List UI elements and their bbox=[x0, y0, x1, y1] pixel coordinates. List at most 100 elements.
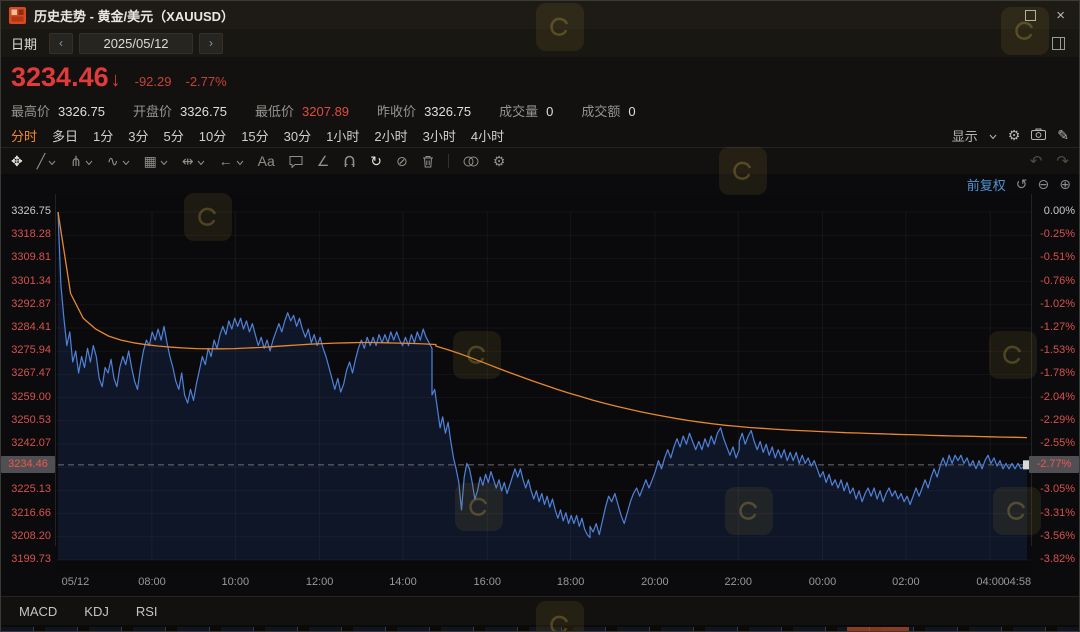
app-icon bbox=[9, 6, 26, 24]
pattern-tool-icon[interactable]: ▦ bbox=[144, 154, 168, 168]
y-axis-price-label: 3326.75 bbox=[11, 205, 51, 217]
chevron-down-icon[interactable] bbox=[160, 154, 168, 168]
y-axis-pct-label: -2.55% bbox=[1040, 437, 1075, 449]
x-axis-time-label: 05/12 bbox=[61, 576, 90, 588]
drawing-settings-icon[interactable]: ⚙ bbox=[492, 153, 506, 169]
quote-panel: 3234.46 ↓ -92.29 -2.77% 最高价 3326.75 开盘价 332… bbox=[1, 57, 1079, 123]
tab-多日[interactable]: 多日 bbox=[52, 128, 79, 144]
chevron-down-icon[interactable] bbox=[989, 128, 997, 143]
price-chart-plot[interactable] bbox=[56, 194, 1031, 574]
tab-1小时[interactable]: 1小时 bbox=[326, 128, 360, 144]
y-axis-pct-label: 0.00% bbox=[1043, 205, 1075, 217]
y-axis-price-label: 3292.87 bbox=[11, 297, 51, 310]
tab-3小时[interactable]: 3小时 bbox=[422, 128, 456, 144]
trendline-tool-icon[interactable]: ╱ bbox=[37, 154, 56, 168]
comment-tool-icon[interactable] bbox=[289, 155, 303, 168]
continuous-draw-tool-icon[interactable]: ↻ bbox=[370, 153, 383, 169]
indicator-tab-kdj[interactable]: KDJ bbox=[84, 603, 109, 619]
stat-value: 3207.89 bbox=[302, 104, 350, 119]
tab-4小时[interactable]: 4小时 bbox=[470, 128, 505, 144]
x-axis-time-label: 12:00 bbox=[305, 576, 334, 588]
cutoff-ticker-cells bbox=[1, 627, 1079, 631]
zoom-in-icon[interactable]: ⊕ bbox=[1059, 176, 1071, 192]
close-button[interactable]: × bbox=[1056, 6, 1065, 24]
y-axis-price-label: 3199.73 bbox=[11, 553, 51, 565]
period-tab-bar: 分时 多日 1分 3分 5分 10分 15分 30分 1小时 2小时 3小时 4小时 显示 ⚙ ✎ bbox=[1, 123, 1079, 148]
date-next-button[interactable]: › bbox=[199, 32, 224, 54]
y-axis-pct-label: -3.82% bbox=[1040, 553, 1075, 565]
y-axis-price-label: 3242.07 bbox=[11, 437, 51, 449]
chart-settings-icon[interactable]: ⚙ bbox=[1007, 126, 1021, 143]
date-input[interactable]: 2025/05/12 bbox=[79, 32, 194, 54]
y-axis-price-label: 3208.20 bbox=[11, 529, 51, 542]
chevron-down-icon[interactable] bbox=[197, 154, 205, 168]
current-pct-badge: -2.77% bbox=[1029, 456, 1079, 474]
tab-3分[interactable]: 3分 bbox=[128, 128, 149, 144]
tab-分时[interactable]: 分时 bbox=[11, 128, 38, 144]
y-axis-pct-label: -2.04% bbox=[1040, 390, 1075, 403]
chevron-down-icon[interactable] bbox=[236, 154, 244, 168]
y-axis-pct-label: -1.53% bbox=[1040, 344, 1075, 357]
compare-tool-icon[interactable] bbox=[463, 156, 479, 167]
x-axis-time-label: 18:00 bbox=[556, 576, 585, 588]
tab-30分[interactable]: 30分 bbox=[283, 128, 312, 144]
stat-成交额: 成交额 0 bbox=[581, 101, 635, 120]
y-axis-price-label: 3250.53 bbox=[11, 413, 51, 426]
text-tool-icon[interactable]: Aa bbox=[257, 153, 275, 169]
y-axis-price-label: 3309.81 bbox=[11, 251, 51, 264]
indicator-tab-bar: MACD KDJ RSI bbox=[1, 596, 1079, 625]
x-axis-time-label: 04:00 bbox=[976, 576, 1004, 588]
y-axis-pct-label: -2.29% bbox=[1040, 413, 1075, 426]
y-axis-price-label: 3301.34 bbox=[11, 274, 51, 287]
arrow-tool-icon[interactable]: ← bbox=[219, 154, 244, 168]
stat-成交量: 成交量 0 bbox=[499, 101, 553, 120]
x-axis-time-label: 14:00 bbox=[389, 576, 417, 588]
redo-icon[interactable]: ↷ bbox=[1056, 153, 1069, 170]
layout-panel-icon[interactable] bbox=[1052, 36, 1069, 50]
stat-label: 成交量 bbox=[499, 104, 539, 119]
stat-label: 最高价 bbox=[11, 104, 51, 119]
chevron-down-icon[interactable] bbox=[122, 154, 130, 168]
y-axis-pct-label: -1.27% bbox=[1040, 321, 1075, 333]
tab-15分[interactable]: 15分 bbox=[241, 128, 269, 144]
y-axis-price-label: 3284.41 bbox=[11, 321, 51, 333]
chevron-down-icon[interactable] bbox=[48, 154, 56, 168]
stat-value: 3326.75 bbox=[424, 104, 472, 119]
indicator-tab-macd[interactable]: MACD bbox=[19, 603, 58, 619]
stat-昨收价: 昨收价 3326.75 bbox=[377, 101, 471, 120]
magnet-tool-icon[interactable] bbox=[343, 155, 356, 168]
delete-drawings-tool-icon[interactable] bbox=[422, 155, 434, 168]
x-axis-time-label: 00:00 bbox=[808, 576, 837, 588]
indicator-tab-rsi[interactable]: RSI bbox=[135, 603, 158, 619]
tab-2小时[interactable]: 2小时 bbox=[374, 128, 408, 144]
maximize-button[interactable] bbox=[1025, 9, 1037, 21]
wave-tool-icon[interactable]: ∿ bbox=[107, 154, 130, 168]
bottom-cutoff-strip bbox=[1, 625, 1079, 631]
pitchfork-tool-icon[interactable]: ⋔ bbox=[70, 154, 93, 168]
zoom-out-icon[interactable]: ⊖ bbox=[1037, 176, 1050, 192]
move-tool-icon[interactable]: ✥ bbox=[11, 153, 23, 169]
y-axis-pct-label: -1.02% bbox=[1040, 297, 1075, 310]
down-arrow-icon: ↓ bbox=[110, 69, 121, 91]
cutoff-highlight bbox=[847, 627, 909, 631]
screenshot-icon[interactable] bbox=[1031, 128, 1047, 143]
tab-5分[interactable]: 5分 bbox=[163, 128, 184, 144]
y-axis-price-label: 3318.28 bbox=[11, 228, 51, 241]
stat-value: 3326.75 bbox=[180, 104, 228, 119]
chevron-down-icon[interactable] bbox=[85, 154, 93, 168]
x-axis-time-label: 02:00 bbox=[892, 576, 920, 588]
undo-icon[interactable]: ↶ bbox=[1029, 153, 1043, 170]
edit-icon[interactable]: ✎ bbox=[1057, 126, 1069, 143]
date-prev-button[interactable]: ‹ bbox=[49, 32, 74, 54]
display-menu[interactable]: 显示 bbox=[951, 128, 978, 144]
x-axis-time-label: 04:58 bbox=[1003, 576, 1032, 588]
y-axis-pct-label: -0.51% bbox=[1040, 251, 1075, 264]
tab-10分[interactable]: 10分 bbox=[198, 128, 227, 144]
angle-tool-icon[interactable]: ∠ bbox=[316, 153, 330, 169]
y-axis-pct-label: -1.78% bbox=[1040, 367, 1075, 380]
tab-1分[interactable]: 1分 bbox=[93, 128, 114, 144]
measure-tool-icon[interactable]: ⇹ bbox=[182, 154, 205, 168]
hide-drawings-tool-icon[interactable]: ⊘ bbox=[396, 153, 408, 169]
reset-zoom-icon[interactable]: ↺ bbox=[1015, 176, 1028, 192]
price-adjust-mode[interactable]: 前复权 bbox=[966, 178, 1006, 193]
